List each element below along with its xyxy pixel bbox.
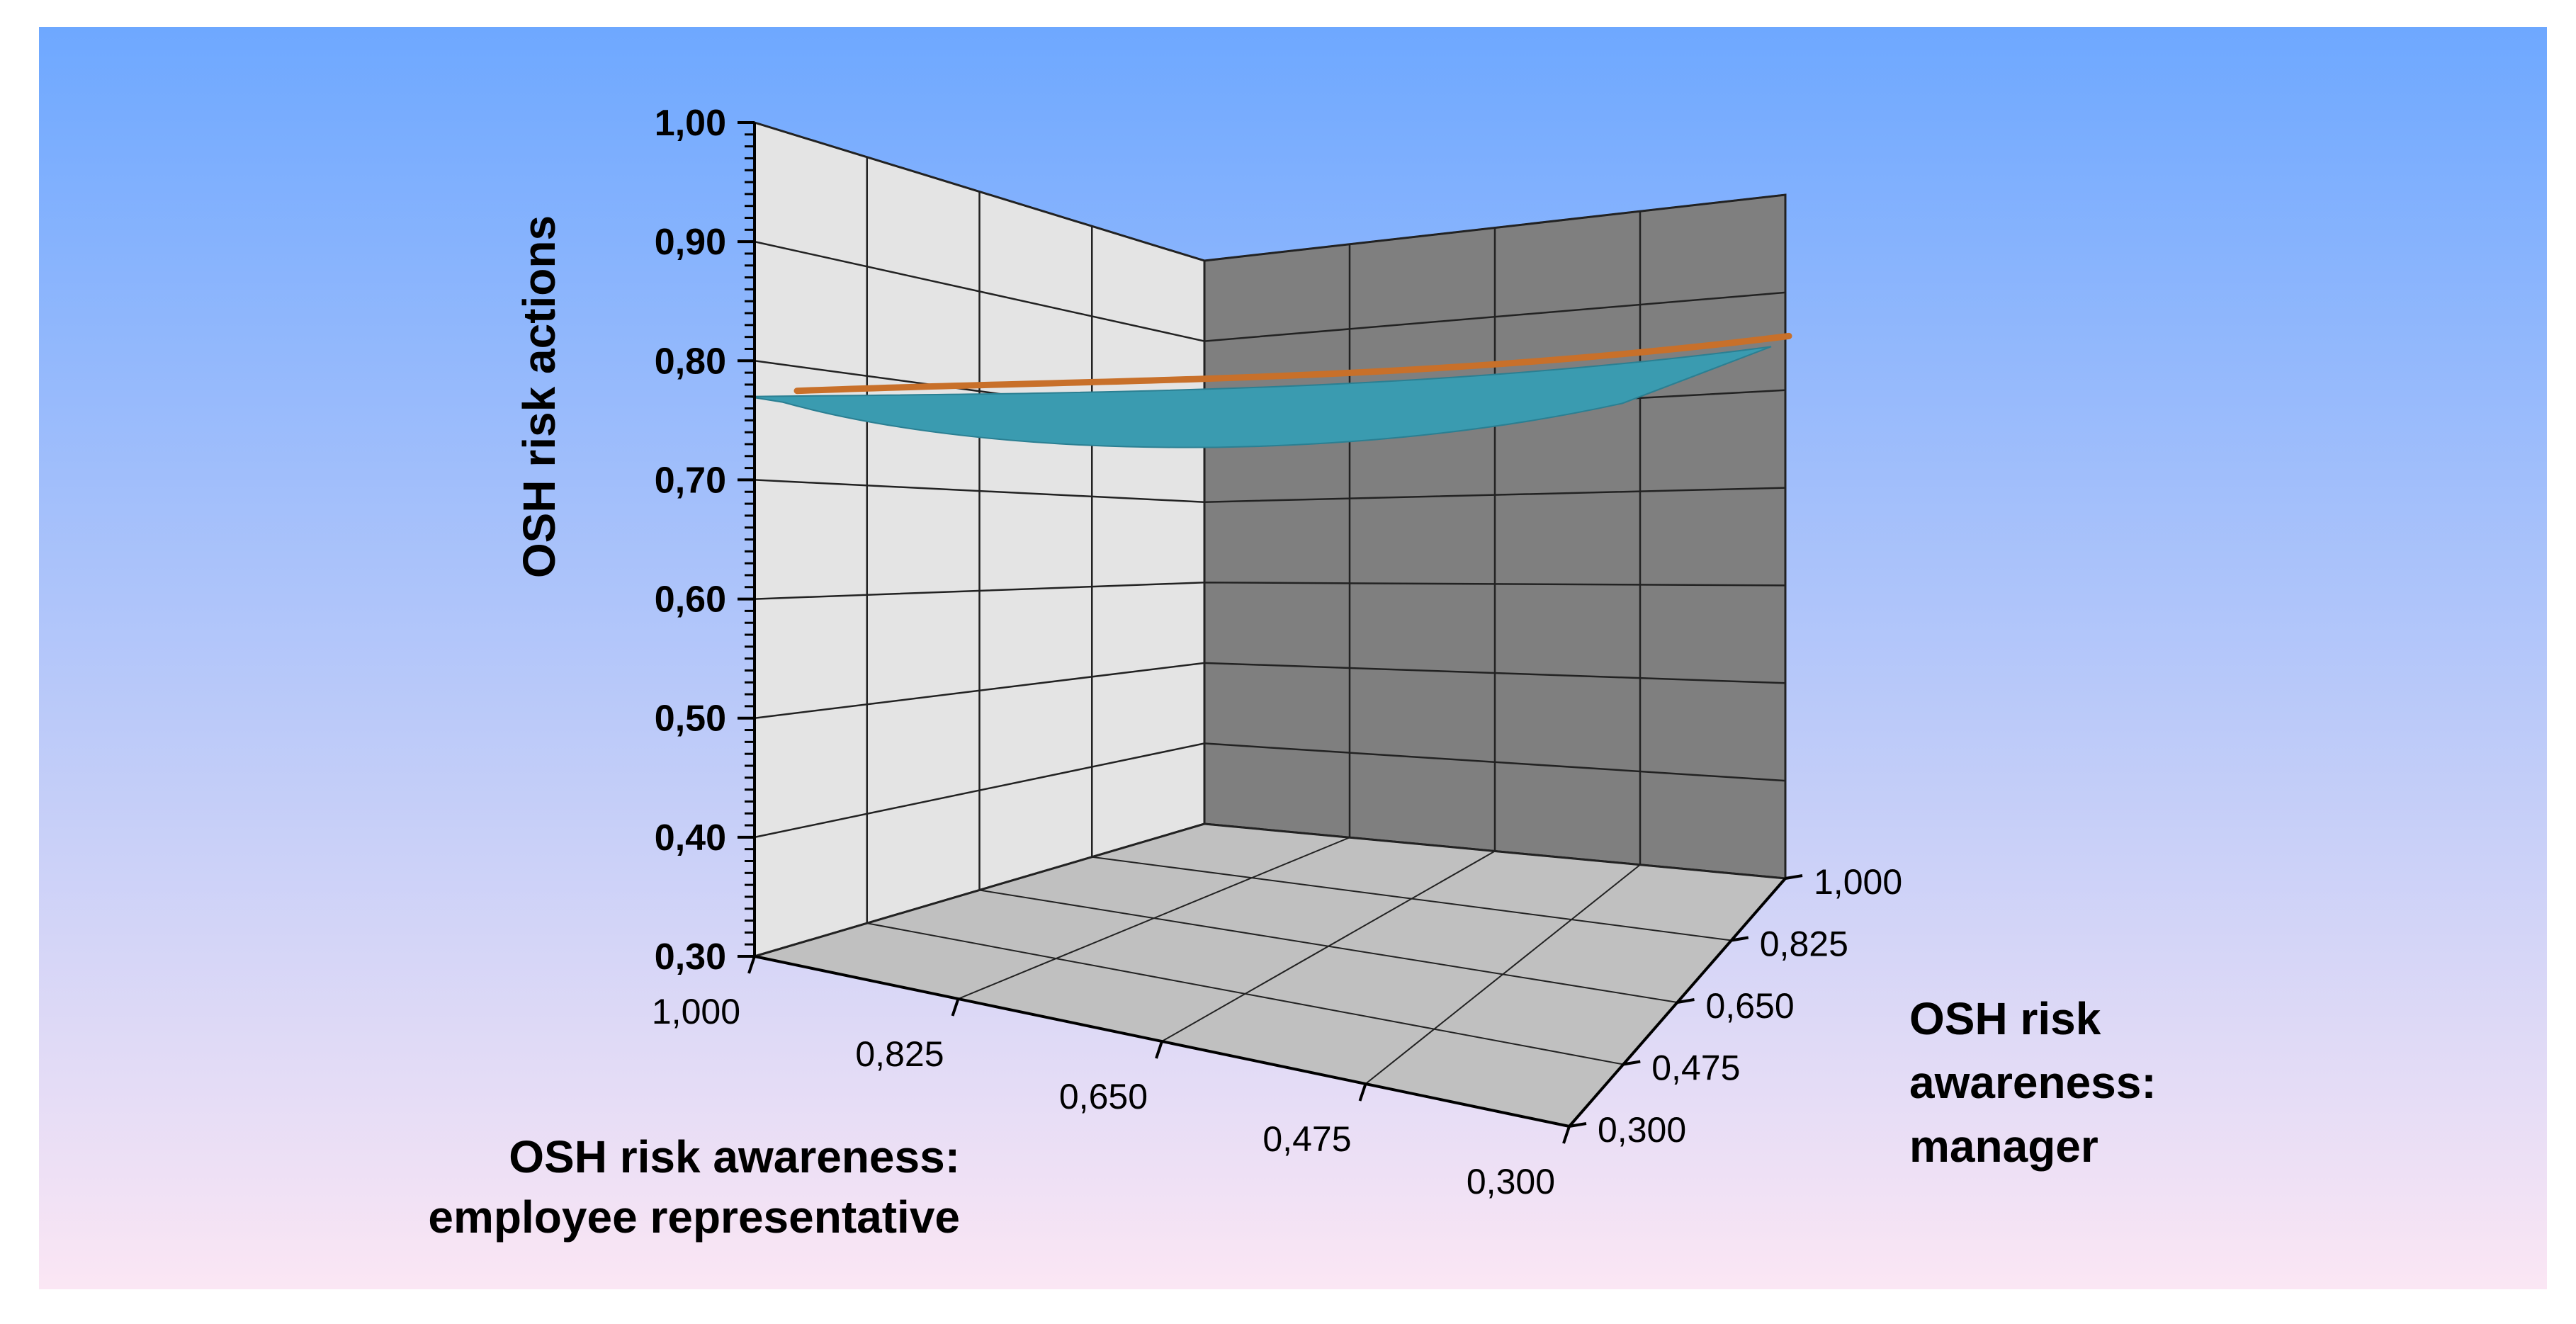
x-tick — [1358, 1083, 1367, 1102]
surface-top-edge — [793, 332, 1792, 395]
y-tick-label: 0,825 — [1760, 924, 1848, 964]
z-gridline — [754, 822, 1786, 958]
x-tick-label: 0,825 — [855, 1034, 944, 1074]
z-gridline — [754, 662, 1786, 719]
floor-gridline — [866, 922, 1624, 1065]
z-tick-label: 0,60 — [655, 579, 726, 621]
z-tick-label: 0,70 — [655, 460, 726, 501]
y-axis-title-line3: manager — [1909, 1121, 2098, 1172]
x-tick-label: 1,000 — [652, 992, 740, 1031]
z-tick-label: 0,40 — [655, 817, 726, 859]
y-tick — [1622, 1060, 1641, 1066]
z-tick-label: 0,30 — [655, 937, 726, 978]
y-tick — [1731, 936, 1749, 942]
z-gridline — [754, 742, 1786, 839]
x-tick-label: 0,475 — [1262, 1119, 1351, 1159]
x-tick-label: 0,650 — [1059, 1077, 1148, 1116]
x-tick-label: 0,300 — [1467, 1162, 1555, 1201]
y-tick-label: 1,000 — [1814, 862, 1902, 902]
y-tick — [1785, 874, 1803, 880]
x-tick — [1562, 1126, 1571, 1144]
z-tick-label: 0,50 — [655, 698, 726, 740]
x-tick — [1155, 1041, 1163, 1059]
z-tick-label: 0,80 — [655, 341, 726, 382]
y-tick-label: 0,300 — [1598, 1110, 1686, 1150]
y-axis-title-line2: awareness: — [1909, 1057, 2157, 1108]
y-axis-title-line1: OSH risk — [1909, 993, 2101, 1044]
y-tick-label: 0,475 — [1651, 1048, 1740, 1088]
z-axis-title: OSH risk actions — [514, 215, 565, 578]
y-tick — [1569, 1122, 1587, 1128]
y-tick — [1677, 998, 1695, 1004]
surface-underside — [747, 346, 1772, 448]
floor-gridline — [1092, 856, 1732, 941]
floor-gridline — [979, 889, 1678, 1003]
x-tick — [747, 956, 756, 974]
z-gridline — [754, 121, 1786, 262]
x-axis-title-line2: employee representative — [428, 1192, 960, 1243]
x-tick — [951, 998, 960, 1017]
z-gridline — [754, 240, 1786, 342]
y-tick-label: 0,650 — [1706, 986, 1795, 1026]
z-gridline — [754, 479, 1786, 503]
z-tick-label: 1,00 — [655, 103, 726, 144]
z-tick-label: 0,90 — [655, 222, 726, 263]
x-axis-title-line1: OSH risk awareness: — [509, 1131, 960, 1182]
z-gridline — [754, 582, 1786, 600]
